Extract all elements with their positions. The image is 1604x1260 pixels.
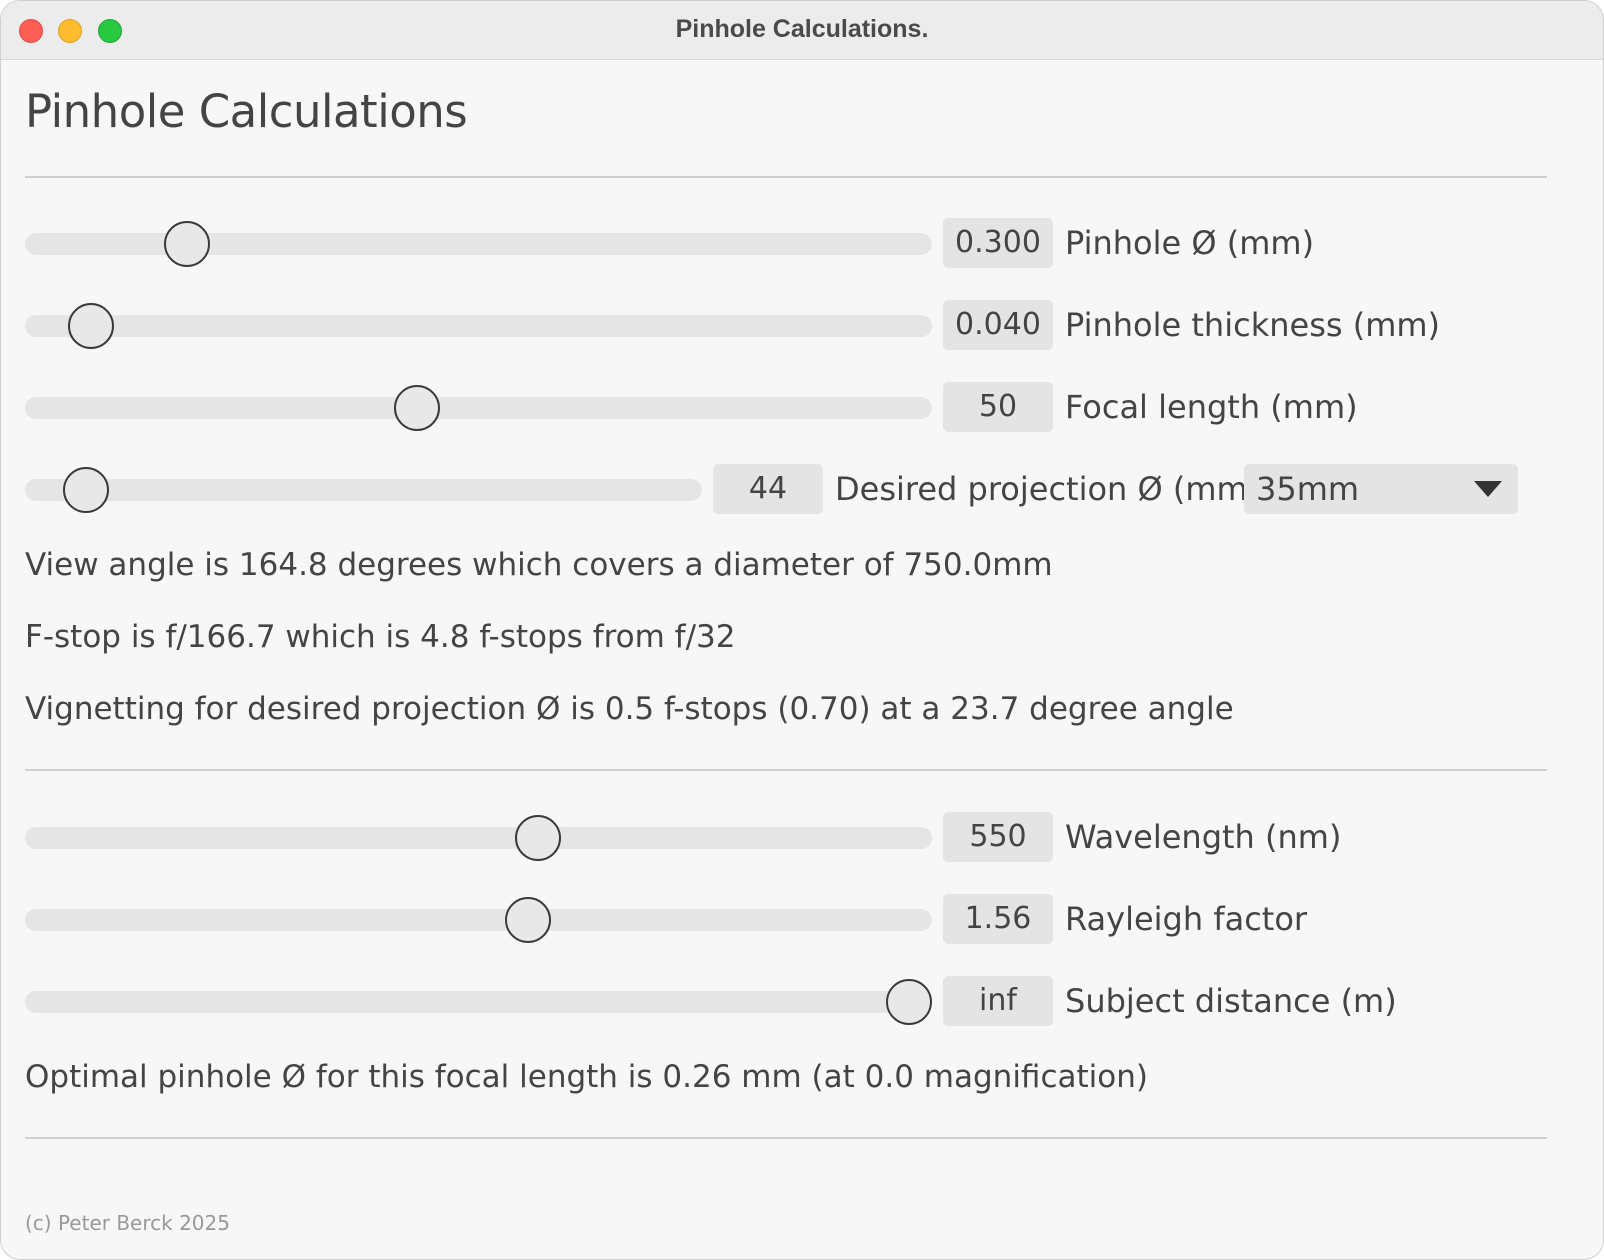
film-format-select[interactable]: 35mm: [1244, 464, 1518, 514]
subject-distance-label: Subject distance (m): [1065, 982, 1397, 1020]
rayleigh-factor-label: Rayleigh factor: [1065, 900, 1308, 938]
projection-label: Desired projection Ø (mm): [835, 470, 1261, 508]
view-angle-text: View angle is 164.8 degrees which covers…: [25, 547, 1053, 583]
divider: [25, 769, 1547, 771]
subject-distance-slider[interactable]: [25, 979, 932, 1025]
optimal-pinhole-text: Optimal pinhole Ø for this focal length …: [25, 1059, 1148, 1095]
minimize-window-button[interactable]: [58, 19, 82, 43]
pinhole-thickness-value[interactable]: 0.040: [943, 300, 1053, 350]
wavelength-value[interactable]: 550: [943, 812, 1053, 862]
film-format-selected-value: 35mm: [1256, 470, 1360, 508]
subject-distance-slider-handle[interactable]: [886, 979, 932, 1025]
pinhole-diameter-value[interactable]: 0.300: [943, 218, 1053, 268]
rayleigh-factor-slider[interactable]: [25, 897, 932, 943]
rayleigh-factor-row: 1.56 Rayleigh factor: [25, 894, 1565, 946]
close-window-button[interactable]: [19, 19, 43, 43]
wavelength-row: 550 Wavelength (nm): [25, 812, 1565, 864]
divider: [25, 1137, 1547, 1139]
chevron-down-icon: [1474, 481, 1502, 497]
focal-length-slider-handle[interactable]: [393, 385, 440, 431]
rayleigh-factor-slider-handle[interactable]: [504, 897, 551, 943]
vignetting-text: Vignetting for desired projection Ø is 0…: [25, 691, 1234, 727]
focal-length-label: Focal length (mm): [1065, 388, 1358, 426]
projection-row: 44 Desired projection Ø (mm) 35mm: [25, 464, 1565, 516]
copyright-text: (c) Peter Berck 2025: [25, 1211, 230, 1235]
wavelength-slider-handle[interactable]: [514, 815, 561, 861]
wavelength-slider[interactable]: [25, 815, 932, 861]
focal-length-value[interactable]: 50: [943, 382, 1053, 432]
pinhole-thickness-row: 0.040 Pinhole thickness (mm): [25, 300, 1565, 352]
maximize-window-button[interactable]: [98, 19, 122, 43]
pinhole-thickness-label: Pinhole thickness (mm): [1065, 306, 1441, 344]
fstop-text: F-stop is f/166.7 which is 4.8 f-stops f…: [25, 619, 736, 655]
pinhole-diameter-row: 0.300 Pinhole Ø (mm): [25, 218, 1565, 270]
projection-slider[interactable]: [25, 467, 702, 513]
pinhole-diameter-label: Pinhole Ø (mm): [1065, 224, 1315, 262]
pinhole-thickness-slider-handle[interactable]: [68, 303, 115, 349]
projection-value[interactable]: 44: [713, 464, 823, 514]
pinhole-thickness-slider[interactable]: [25, 303, 932, 349]
subject-distance-row: inf Subject distance (m): [25, 976, 1565, 1028]
page-title: Pinhole Calculations: [25, 85, 468, 138]
pinhole-diameter-slider-handle[interactable]: [164, 221, 211, 267]
wavelength-label: Wavelength (nm): [1065, 818, 1342, 856]
divider: [25, 176, 1547, 178]
focal-length-slider[interactable]: [25, 385, 932, 431]
pinhole-diameter-slider[interactable]: [25, 221, 932, 267]
title-bar: Pinhole Calculations.: [1, 1, 1603, 60]
focal-length-row: 50 Focal length (mm): [25, 382, 1565, 434]
projection-slider-handle[interactable]: [62, 467, 109, 513]
rayleigh-factor-value[interactable]: 1.56: [943, 894, 1053, 944]
subject-distance-value[interactable]: inf: [943, 976, 1053, 1026]
window-title: Pinhole Calculations.: [675, 15, 929, 43]
